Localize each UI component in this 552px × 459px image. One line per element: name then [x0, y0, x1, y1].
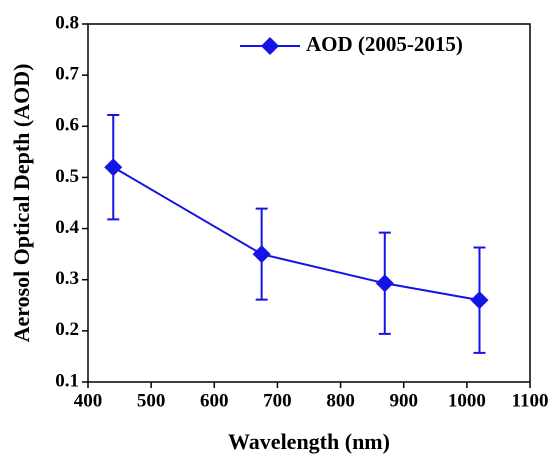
legend-marker [261, 37, 279, 55]
x-tick-label: 1000 [448, 390, 486, 411]
series-line [112, 166, 480, 302]
y-tick-label: 0.1 [55, 370, 79, 391]
y-axis-title: Aerosol Optical Depth (AOD) [9, 64, 34, 343]
data-point [252, 245, 271, 264]
y-tick-label: 0.4 [55, 217, 79, 238]
plot-frame [87, 23, 531, 383]
x-tick-label: 600 [200, 390, 229, 411]
y-tick-label: 0.8 [55, 12, 79, 33]
y-tick-label: 0.3 [55, 268, 79, 289]
x-tick-label: 700 [263, 390, 292, 411]
y-tick-label: 0.2 [55, 319, 79, 340]
y-tick-label: 0.5 [55, 166, 79, 187]
data-point [104, 158, 123, 177]
x-tick-label: 900 [389, 390, 418, 411]
data-point [375, 274, 394, 293]
y-tick-label: 0.6 [55, 115, 79, 136]
y-tick-label: 0.7 [55, 64, 79, 85]
data-point [470, 291, 489, 310]
x-axis-title: Wavelength (nm) [228, 429, 390, 454]
x-tick-label: 800 [326, 390, 355, 411]
legend-label: AOD (2005-2015) [306, 32, 463, 56]
x-tick-label: 1100 [512, 390, 549, 411]
x-tick-label: 500 [137, 390, 166, 411]
x-tick-label: 400 [74, 390, 103, 411]
